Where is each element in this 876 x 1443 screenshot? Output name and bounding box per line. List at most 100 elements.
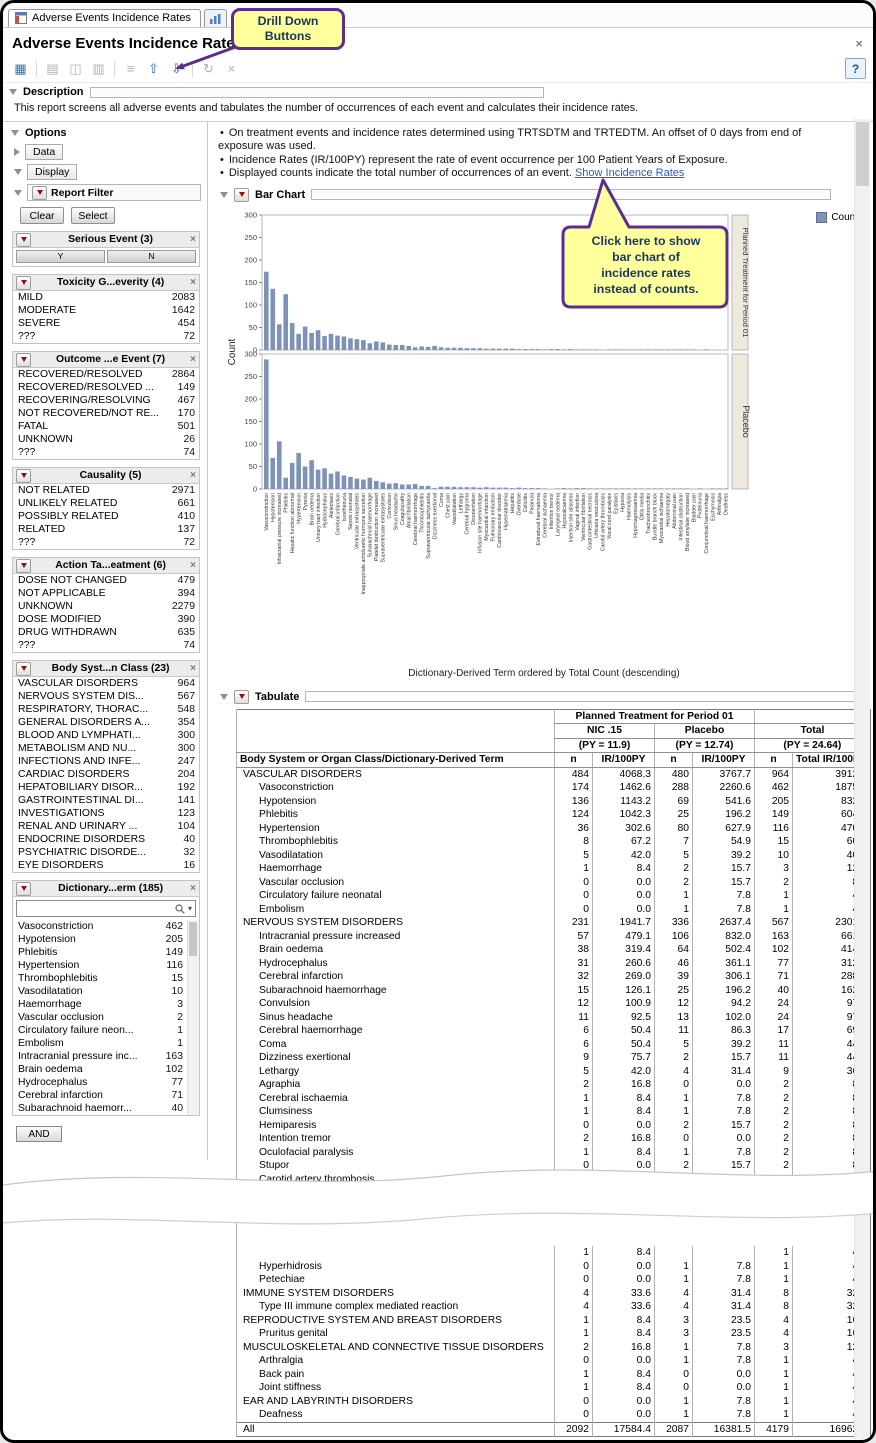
collapse-triangle-icon[interactable] — [14, 189, 22, 196]
filter-value-row[interactable]: NOT RELATED 2971 — [18, 485, 195, 496]
drill-down-icon[interactable]: ⇩ — [171, 60, 182, 76]
filter-value-row[interactable]: RECOVERED/RESOLVED ... 149 — [18, 382, 195, 393]
collapse-triangle-icon[interactable] — [11, 130, 19, 136]
red-triangle-menu-icon[interactable] — [16, 661, 31, 676]
close-icon[interactable]: × — [855, 35, 863, 51]
show-incidence-rates-link[interactable]: Show Incidence Rates — [574, 167, 685, 180]
display-group-label[interactable]: Display — [27, 164, 78, 180]
filter-close-icon[interactable]: × — [190, 663, 196, 674]
filter-value-row[interactable]: Vascular occlusion 2 — [18, 1012, 183, 1023]
filter-value-row[interactable]: Embolism 1 — [18, 1038, 183, 1049]
filter-value-row[interactable]: ??? 72 — [18, 331, 195, 342]
expand-triangle-icon[interactable] — [14, 148, 20, 156]
red-triangle-menu-icon[interactable] — [16, 352, 31, 367]
filter-level-button[interactable]: Y — [16, 250, 105, 263]
filter-value-row[interactable]: Intracranial pressure inc... 163 — [18, 1051, 183, 1062]
filter-value-row[interactable]: Circulatory failure neon... 1 — [18, 1025, 183, 1036]
red-triangle-menu-icon[interactable] — [16, 232, 31, 247]
vertical-scrollbar[interactable] — [854, 119, 870, 1439]
filter-value-row[interactable]: UNKNOWN 2279 — [18, 601, 195, 612]
filter-value-row[interactable]: FATAL 501 — [18, 421, 195, 432]
filter-value-row[interactable]: Vasodilatation 10 — [18, 986, 183, 997]
filter-value-row[interactable]: Cerebral infarction 71 — [18, 1090, 183, 1101]
filter-value-row[interactable]: Haemorrhage 3 — [18, 999, 183, 1010]
chevron-down-icon[interactable]: ▾ — [187, 904, 192, 913]
filter-value-row[interactable]: HEPATOBILIARY DISOR... 192 — [18, 782, 195, 793]
script-icon[interactable]: ≡ — [126, 61, 135, 76]
refresh-icon[interactable]: ↻ — [203, 60, 214, 76]
filter-value-row[interactable]: NOT RECOVERED/NOT RE... 170 — [18, 408, 195, 419]
filter-value-row[interactable]: Hypotension 205 — [18, 934, 183, 945]
filter-value-row[interactable]: ??? 74 — [18, 640, 195, 651]
filter-value-row[interactable]: Thrombophlebitis 15 — [18, 973, 183, 984]
filter-value-row[interactable]: RECOVERING/RESOLVING 467 — [18, 395, 195, 406]
scrollbar-thumb[interactable] — [856, 122, 869, 186]
filter-close-icon[interactable]: × — [190, 470, 196, 481]
filter-value-row[interactable]: BLOOD AND LYMPHATI... 300 — [18, 730, 195, 741]
filter-close-icon[interactable]: × — [190, 883, 196, 894]
filter-value-row[interactable]: VASCULAR DISORDERS 964 — [18, 678, 195, 689]
help-button[interactable]: ? — [845, 58, 866, 79]
filter-value-row[interactable]: INFECTIONS AND INFE... 247 — [18, 756, 195, 767]
filter-value-row[interactable]: POSSIBLY RELATED 410 — [18, 511, 195, 522]
filter-value-row[interactable]: SEVERE 454 — [18, 318, 195, 329]
filter-value-row[interactable]: ENDOCRINE DISORDERS 40 — [18, 834, 195, 845]
tab-adverse-events[interactable]: Adverse Events Incidence Rates — [8, 9, 201, 27]
filter-value-row[interactable]: CARDIAC DISORDERS 204 — [18, 769, 195, 780]
journal-icon[interactable]: ▤ — [46, 60, 59, 76]
filter-value-row[interactable]: RECOVERED/RESOLVED 2864 — [18, 369, 195, 380]
save-icon[interactable]: ▥ — [92, 60, 105, 76]
collapse-triangle-icon[interactable] — [220, 191, 228, 198]
filter-value-row[interactable]: Vasoconstriction 462 — [18, 921, 183, 932]
journal-tab[interactable] — [203, 9, 227, 27]
filter-value-row[interactable]: Hydrocephalus 77 — [18, 1077, 183, 1088]
filter-value-row[interactable]: EYE DISORDERS 16 — [18, 860, 195, 871]
red-triangle-menu-icon[interactable] — [234, 689, 249, 704]
select-button[interactable]: Select — [71, 207, 115, 224]
filter-search-input[interactable] — [20, 902, 172, 915]
data-table-icon[interactable]: ▦ — [14, 60, 27, 76]
filter-value-row[interactable]: INVESTIGATIONS 123 — [18, 808, 195, 819]
red-triangle-menu-icon[interactable] — [16, 468, 31, 483]
filter-value-row[interactable]: DRUG WITHDRAWN 635 — [18, 627, 195, 638]
filter-value-row[interactable]: Hypertension 116 — [18, 960, 183, 971]
filter-value-row[interactable]: ??? 74 — [18, 447, 195, 458]
filter-value-row[interactable]: Phlebitis 149 — [18, 947, 183, 958]
filter-value-row[interactable]: MILD 2083 — [18, 292, 195, 303]
bar-chart-canvas[interactable]: Planned Treatment for Period 01 0 50 100 150… — [224, 207, 860, 662]
red-triangle-menu-icon[interactable] — [16, 558, 31, 573]
red-triangle-menu-icon[interactable] — [16, 275, 31, 290]
close-reports-icon[interactable]: × — [227, 61, 236, 76]
layout-icon[interactable]: ◫ — [69, 60, 82, 76]
list-scrollbar[interactable] — [187, 920, 199, 1115]
collapse-triangle-icon[interactable] — [9, 89, 17, 95]
filter-value-row[interactable]: Brain oedema 102 — [18, 1064, 183, 1075]
filter-value-row[interactable]: RENAL AND URINARY ... 104 — [18, 821, 195, 832]
filter-value-row[interactable]: GASTROINTESTINAL DI... 141 — [18, 795, 195, 806]
filter-value-row[interactable]: DOSE NOT CHANGED 479 — [18, 575, 195, 586]
collapse-triangle-icon[interactable] — [220, 693, 228, 700]
filter-value-row[interactable]: METABOLISM AND NU... 300 — [18, 743, 195, 754]
filter-close-icon[interactable]: × — [190, 560, 196, 571]
red-triangle-menu-icon[interactable] — [16, 881, 31, 896]
filter-value-row[interactable]: RELATED 137 — [18, 524, 195, 535]
data-group-label[interactable]: Data — [25, 144, 64, 160]
filter-value-row[interactable]: RESPIRATORY, THORAC... 548 — [18, 704, 195, 715]
filter-value-row[interactable]: UNLIKELY RELATED 661 — [18, 498, 195, 509]
and-button[interactable]: AND — [16, 1126, 62, 1142]
filter-value-row[interactable]: ??? 72 — [18, 537, 195, 548]
filter-value-row[interactable]: Subarachnoid haemorr... 40 — [18, 1103, 183, 1114]
filter-value-row[interactable]: MODERATE 1642 — [18, 305, 195, 316]
filter-level-button[interactable]: N — [107, 250, 196, 263]
red-triangle-menu-icon[interactable] — [32, 185, 47, 200]
drill-up-icon[interactable]: ⇧ — [148, 60, 159, 76]
red-triangle-menu-icon[interactable] — [234, 187, 249, 202]
filter-value-row[interactable]: UNKNOWN 26 — [18, 434, 195, 445]
filter-value-row[interactable]: PSYCHIATRIC DISORDE... 32 — [18, 847, 195, 858]
filter-value-row[interactable]: DOSE MODIFIED 390 — [18, 614, 195, 625]
filter-close-icon[interactable]: × — [190, 354, 196, 365]
filter-value-row[interactable]: NERVOUS SYSTEM DIS... 567 — [18, 691, 195, 702]
filter-value-row[interactable]: NOT APPLICABLE 394 — [18, 588, 195, 599]
filter-close-icon[interactable]: × — [190, 277, 196, 288]
collapse-triangle-icon[interactable] — [14, 169, 22, 175]
